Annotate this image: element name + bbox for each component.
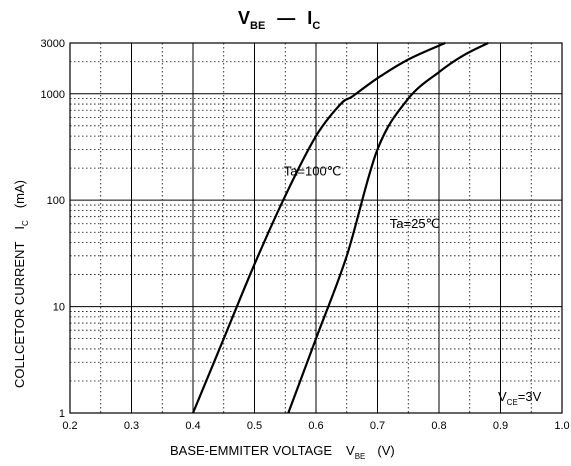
grid [70, 43, 562, 413]
annotation-vce: VCE=3V [498, 389, 542, 407]
series-layer [191, 41, 489, 414]
series-line-ta100 [191, 41, 446, 414]
x-tick-label: 0.6 [308, 420, 323, 432]
y-axis-label: COLLCETOR CURRENTIC(mA) [12, 180, 30, 388]
tick-labels: 0.2 0.3 0.4 0.5 0.6 0.7 0.8 0.9 1.0 1 10 100 1000 300… [41, 38, 570, 432]
series-line-ta25 [287, 42, 489, 414]
x-tick-label: 1.0 [554, 420, 569, 432]
y-tick-label: 100 [47, 195, 65, 207]
annotation-ta25: Ta=25℃ [390, 216, 440, 231]
x-tick-label: 0.9 [493, 420, 508, 432]
x-tick-label: 0.2 [62, 420, 77, 432]
x-tick-label: 0.3 [124, 420, 139, 432]
y-tick-label: 1000 [41, 89, 65, 101]
chart-title: VBE — IC [238, 8, 320, 32]
y-tick-label: 3000 [41, 38, 65, 50]
x-tick-label: 0.8 [431, 420, 446, 432]
x-axis-label: BASE-EMMITER VOLTAGE VBE (V) [170, 443, 395, 461]
y-tick-label: 10 [53, 302, 65, 314]
x-tick-label: 0.5 [247, 420, 262, 432]
x-tick-label: 0.7 [370, 420, 385, 432]
y-tick-label: 1 [59, 408, 65, 420]
plot-frame [69, 42, 563, 414]
x-tick-label: 0.4 [185, 420, 200, 432]
annotation-ta100: Ta=100℃ [284, 164, 342, 179]
